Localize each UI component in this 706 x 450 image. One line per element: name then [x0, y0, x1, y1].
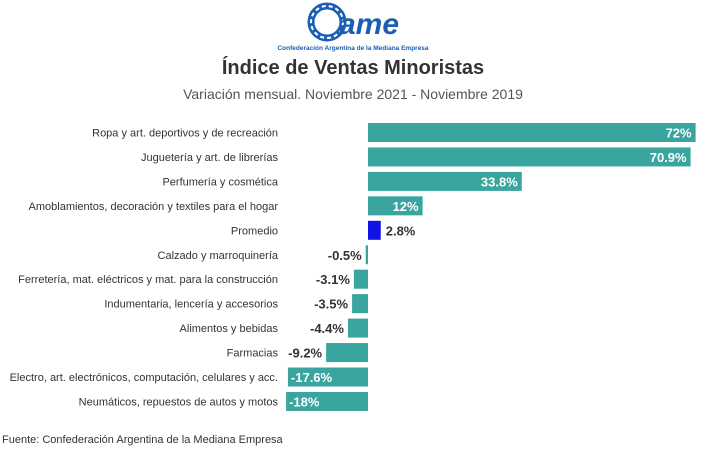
chart-subtitle: Variación mensual. Noviembre 2021 - Novi… [183, 86, 523, 102]
logo-caption: Confederación Argentina de la Mediana Em… [277, 45, 428, 52]
value-label: -9.2% [288, 346, 322, 361]
value-label: -3.5% [314, 297, 348, 312]
bar [287, 367, 368, 387]
category-label: Promedio [231, 225, 278, 237]
came-logo-mark: ame [307, 2, 399, 42]
category-label: Calzado y marroquinería [158, 250, 279, 262]
category-label: Ropa y art. deportivos y de recreación [92, 128, 278, 140]
value-label: -18% [289, 394, 320, 409]
category-label: Alimentos y bebidas [180, 323, 279, 335]
bar [326, 343, 368, 363]
bar [368, 147, 691, 167]
value-label: 33.8% [481, 174, 518, 189]
value-label: 70.9% [650, 150, 687, 165]
value-label: -17.6% [291, 370, 333, 385]
bar [368, 196, 423, 216]
chart-title: Índice de Ventas Minoristas [221, 57, 485, 79]
bar [286, 391, 368, 411]
bar [368, 171, 522, 191]
value-label: 2.8% [386, 223, 416, 238]
value-label: -4.4% [310, 321, 344, 336]
value-label: -3.1% [316, 272, 350, 287]
bar [368, 220, 381, 240]
value-label: -0.5% [328, 248, 362, 263]
bar [353, 269, 368, 289]
bar [365, 245, 368, 265]
category-label: Indumentaria, lencería y accesorios [104, 299, 278, 311]
category-label: Farmacias [227, 348, 279, 360]
came-logo: ame Confederación Argentina de la Median… [277, 2, 429, 52]
category-label: Amoblamientos, decoración y textiles par… [29, 201, 279, 213]
bar [368, 123, 696, 142]
bar [352, 294, 368, 314]
category-label: Neumáticos, repuestos de autos y motos [79, 396, 279, 408]
category-label: Electro, art. electrónicos, computación,… [10, 372, 278, 384]
category-label: Ferretería, mat. eléctricos y mat. para … [18, 274, 278, 286]
value-label: 72% [666, 126, 692, 141]
value-label: 12% [393, 199, 419, 214]
category-label: Perfumería y cosmética [162, 176, 278, 188]
bar [347, 318, 368, 338]
svg-text:ame: ame [339, 8, 399, 41]
source-footnote: Fuente: Confederación Argentina de la Me… [2, 434, 283, 446]
category-label: Juguetería y art. de librerías [141, 152, 278, 164]
